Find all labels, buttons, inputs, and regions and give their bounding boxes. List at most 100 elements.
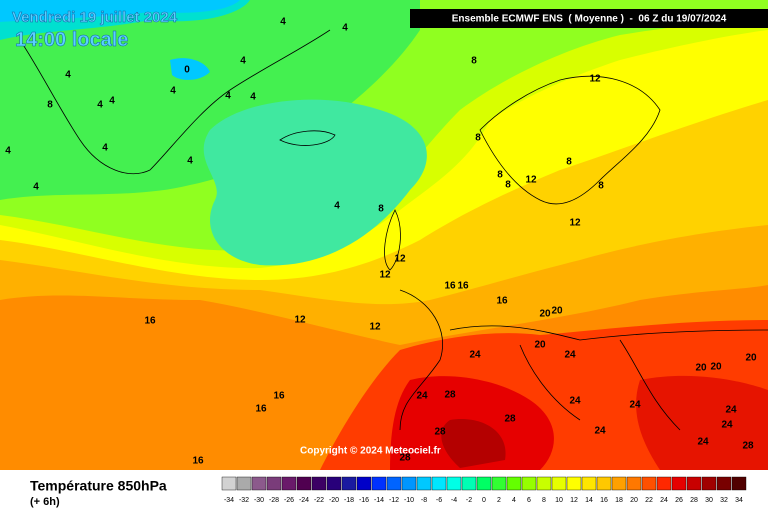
colorbar-swatch	[221, 476, 237, 491]
colorbar-swatch	[491, 476, 507, 491]
contour-label: 8	[378, 204, 384, 215]
contour-label: 16	[273, 391, 285, 402]
contour-label: 4	[187, 156, 193, 167]
colorbar-label: 12	[570, 497, 578, 504]
colorbar-label: 14	[585, 497, 593, 504]
colorbar-swatch	[386, 476, 402, 491]
contour-label: 8	[475, 133, 481, 144]
contour-label: 12	[569, 218, 581, 229]
contour-label: 0	[184, 65, 190, 76]
contour-label: 8	[505, 180, 511, 191]
contour-label: 20	[695, 363, 707, 374]
contour-label: 4	[102, 143, 108, 154]
colorbar-label: -24	[299, 497, 309, 504]
colorbar-swatch	[581, 476, 597, 491]
field-30	[441, 419, 506, 468]
colorbar-swatch	[506, 476, 522, 491]
cold-spot	[170, 58, 210, 80]
contour-label: 4	[250, 92, 256, 103]
contour-label: 24	[725, 405, 737, 416]
colorbar-label: 8	[542, 497, 546, 504]
field-2	[203, 99, 427, 266]
colorbar-label: -30	[254, 497, 264, 504]
colorbar-label: 16	[600, 497, 608, 504]
colorbar-label: 22	[645, 497, 653, 504]
colorbar-swatch	[341, 476, 357, 491]
colorbar-label: 18	[615, 497, 623, 504]
contour-label: 4	[240, 56, 246, 67]
contour-label: 16	[444, 281, 456, 292]
coast-south	[519, 339, 681, 431]
contour-label: 12	[589, 74, 601, 85]
coast-iceland	[279, 130, 336, 146]
contour-label: 24	[416, 391, 428, 402]
contour-label: 28	[742, 441, 754, 452]
colorbar-swatch	[401, 476, 417, 491]
colorbar-label: -16	[359, 497, 369, 504]
colorbar-swatch	[326, 476, 342, 491]
coast-europe	[399, 289, 768, 431]
contour-label: 20	[534, 340, 546, 351]
colorbar-label: 32	[720, 497, 728, 504]
contour-label: 28	[434, 427, 446, 438]
colorbar-label: 4	[512, 497, 516, 504]
colorbar-swatch	[641, 476, 657, 491]
contour-label: 24	[564, 350, 576, 361]
contour-label: 12	[369, 322, 381, 333]
colorbar-label: 2	[497, 497, 501, 504]
colorbar-swatch	[671, 476, 687, 491]
colorbar-swatch	[416, 476, 432, 491]
contour-label: 20	[710, 362, 722, 373]
contour-label: 12	[525, 175, 537, 186]
contour-label: 16	[255, 404, 267, 415]
coast-greenland	[19, 29, 331, 174]
footer-title: Température 850hPa	[30, 478, 167, 494]
colorbar-label: -32	[239, 497, 249, 504]
contour-label: 28	[444, 390, 456, 401]
contour-label: 12	[294, 315, 306, 326]
field-26-east	[636, 375, 768, 470]
colorbar-swatch	[431, 476, 447, 491]
contour-label: 28	[399, 453, 411, 464]
coast-scandinavia	[479, 75, 661, 205]
colorbar-label: -2	[466, 497, 472, 504]
contour-label: 4	[97, 100, 103, 111]
colorbar-swatch	[236, 476, 252, 491]
colorbar-label: 6	[527, 497, 531, 504]
colorbar-swatch	[611, 476, 627, 491]
contour-label: 16	[496, 296, 508, 307]
contour-label: 8	[471, 56, 477, 67]
colorbar-swatch	[251, 476, 267, 491]
contour-label: 8	[47, 100, 53, 111]
footer-lead: (+ 6h)	[30, 496, 60, 508]
colorbar-swatch	[731, 476, 747, 491]
coast-britain	[384, 209, 401, 271]
contour-label: 4	[170, 86, 176, 97]
colorbar-label: 34	[735, 497, 743, 504]
field-4	[0, 0, 420, 200]
colorbar-swatch	[281, 476, 297, 491]
contour-label: 4	[5, 146, 11, 157]
contour-label: 20	[539, 309, 551, 320]
model: Ensemble ECMWF ENS ( Moyenne ) - 06 Z du…	[452, 14, 727, 25]
contour-label: 4	[225, 91, 231, 102]
colorbar-swatch	[566, 476, 582, 491]
contour-label: 24	[469, 350, 481, 361]
colorbar-swatch	[356, 476, 372, 491]
colorbar-swatch	[311, 476, 327, 491]
contour-label: 4	[33, 182, 39, 193]
colorbar-swatch	[266, 476, 282, 491]
colorbar-swatch	[371, 476, 387, 491]
contour-label: 8	[566, 157, 572, 168]
contour-label: 4	[280, 17, 286, 28]
colorbar-label: -18	[344, 497, 354, 504]
colorbar-label: 30	[705, 497, 713, 504]
colorbar-label: -8	[421, 497, 427, 504]
colorbar-label: -10	[404, 497, 414, 504]
contour-label: 4	[65, 70, 71, 81]
colorbar-label: -20	[329, 497, 339, 504]
colorbar-label: -14	[374, 497, 384, 504]
contour-label: 24	[594, 426, 606, 437]
